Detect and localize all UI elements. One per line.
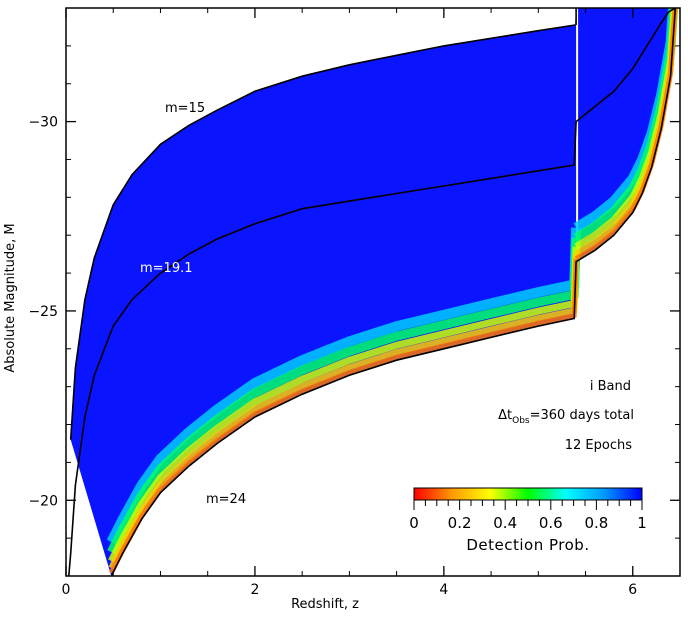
x-tick-label: 6: [628, 582, 637, 598]
colorbar-tick-label: 1: [637, 514, 647, 532]
annotation-duration: ΔtObs=360 days total: [498, 408, 634, 426]
annotation-band: i Band: [590, 379, 631, 394]
probability-band-0-0: [106, 227, 582, 545]
x-axis-title: Redshift, z: [291, 597, 359, 612]
probability-band-0-4: [109, 258, 579, 575]
probability-band-0-1: [107, 237, 581, 555]
y-tick-label: −30: [28, 115, 58, 131]
axis-ticks: 0 2 4 6 −20 −25 −30: [28, 8, 680, 598]
y-axis-title: Absolute Magnitude, M: [3, 223, 18, 372]
contour-label-m15: m=15: [165, 101, 205, 116]
y-tick-label: −20: [28, 493, 58, 509]
probability-band-0-2: [108, 246, 580, 563]
colorbar-tick-label: 0.6: [539, 514, 563, 532]
plot-area: [68, 8, 679, 576]
duration-prefix: Δt: [498, 408, 512, 423]
probability-band-0-3: [108, 253, 580, 570]
x-tick-label: 0: [62, 582, 71, 598]
colorbar-title: Detection Prob.: [466, 536, 589, 554]
colorbar-tick-label: 0.8: [584, 514, 608, 532]
contour-label-m24: m=24: [206, 492, 246, 507]
colorbar-tick-label: 0.4: [493, 514, 517, 532]
x-tick-label: 2: [250, 582, 259, 598]
contour-line-m19-1: [68, 8, 676, 576]
colorbar-tick-label: 0: [409, 514, 419, 532]
colorbar-ticks: 0 0.2 0.4 0.6 0.8 1: [409, 500, 647, 532]
duration-suffix: =360 days total: [530, 408, 634, 423]
contour-line-m15: [69, 24, 576, 440]
colorbar-box: [413, 487, 643, 501]
colorbar-tick-label: 0.2: [448, 514, 472, 532]
detection-region-high-z: [576, 8, 678, 262]
annotation-epochs: 12 Epochs: [565, 438, 632, 453]
colorbar: 0 0.2 0.4 0.6 0.8 1 Detection Prob.: [409, 487, 647, 554]
duration-subscript: Obs: [512, 416, 530, 426]
contour-label-m19-1: m=19.1: [140, 261, 193, 276]
x-tick-label: 4: [439, 582, 448, 598]
contour-line-m24: [110, 8, 677, 576]
plot-frame: [65, 7, 681, 577]
y-tick-label: −25: [28, 304, 58, 320]
